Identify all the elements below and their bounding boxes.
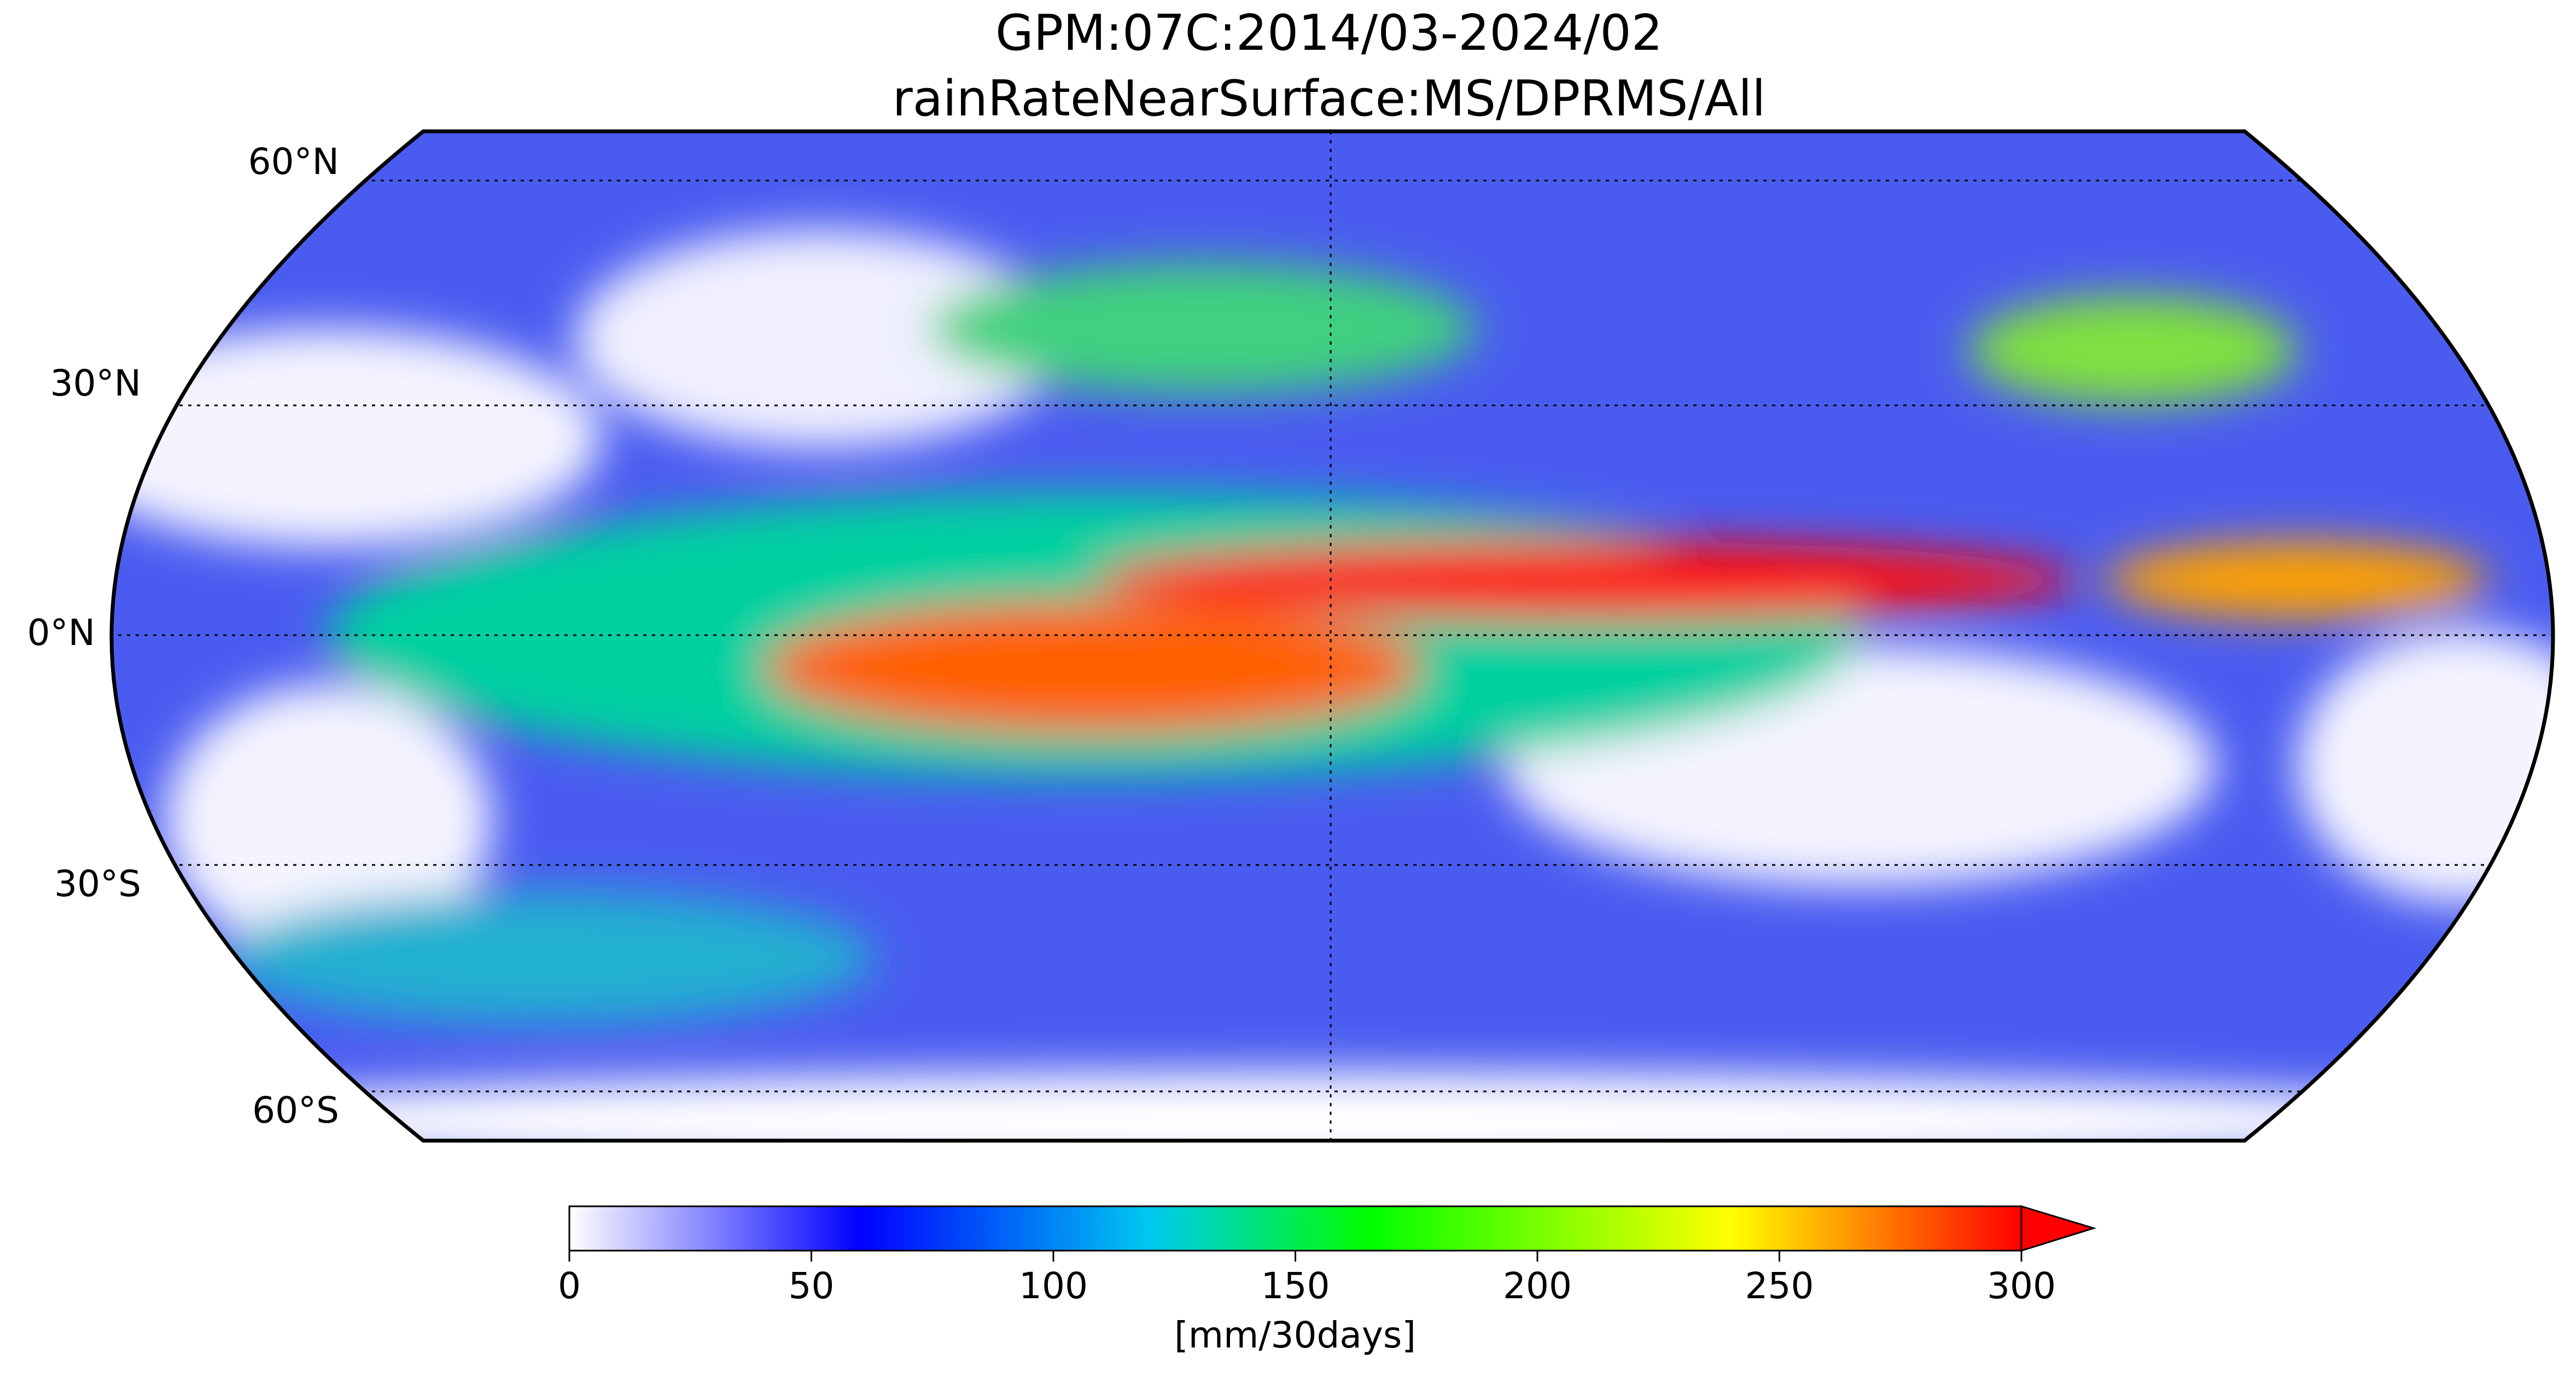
colorbar-tick-label: 300 [1987, 1265, 2056, 1307]
colorbar-label: [mm/30days] [1174, 1314, 1416, 1356]
lat-label: 60°S [252, 1089, 339, 1131]
rain-map [112, 131, 2553, 1141]
title: GPM:07C:2014/03-2024/02 [995, 4, 1663, 62]
lat-label: 30°N [50, 362, 141, 404]
lat-label: 0°N [27, 612, 95, 654]
lat-label: 60°N [248, 141, 339, 183]
subtitle: rainRateNearSurface:MS/DPRMS/All [893, 70, 1766, 127]
colorbar-tick-label: 250 [1745, 1265, 1814, 1307]
colorbar-tick-label: 100 [1019, 1265, 1088, 1307]
colorbar-tick-label: 0 [558, 1265, 581, 1307]
colorbar-extend [2020, 1205, 2097, 1252]
colorbar-tick-label: 150 [1261, 1265, 1330, 1307]
map-outline [109, 129, 2555, 1143]
colorbar-tick-label: 200 [1503, 1265, 1572, 1307]
lat-label: 30°S [54, 863, 141, 905]
colorbar [568, 1205, 2023, 1252]
colorbar-tick-label: 50 [789, 1265, 835, 1307]
